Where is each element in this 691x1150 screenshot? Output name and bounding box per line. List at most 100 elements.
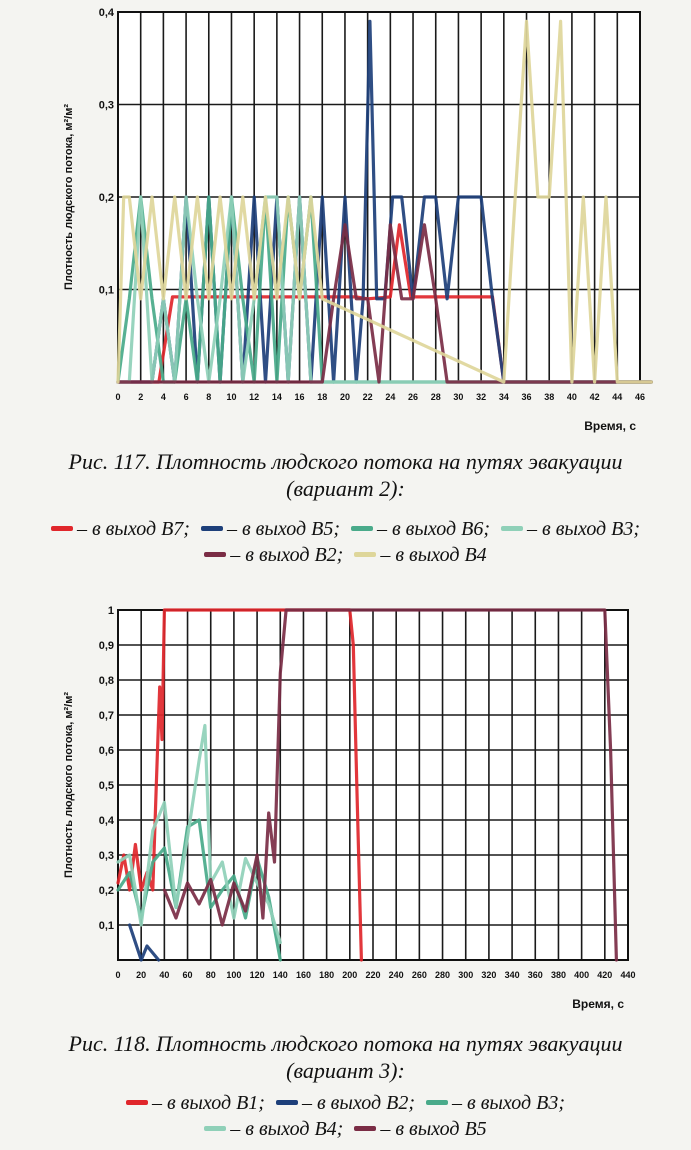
legend-swatch [125,1099,148,1105]
y-tick-label: 0,9 [99,640,114,652]
legend-swatch [204,551,227,557]
chart-density-variant-2: 0 2 4 6 8 10 12 14 16 18 20 22 24 26 28 30 32 34 36 38 40 42 4… [63,7,653,433]
x-tick-label: 24 [385,392,395,402]
series-line [128,923,161,962]
x-tick-label: 60 [183,970,193,980]
legend-label: – в выход В5 [380,1118,487,1140]
caption-117-line1: Рис. 117. Плотность людского потока на п… [68,449,623,474]
y-tick-label: 0,4 [99,7,115,19]
x-tick-label: 300 [458,970,473,980]
x-tick-label: 10 [226,392,236,402]
x-tick-label: 120 [250,970,265,980]
x-tick-label: 40 [159,970,169,980]
y-tick-label: 1 [108,605,114,617]
y-tick-label: 0,3 [99,850,114,862]
x-tick-label: 14 [272,392,282,402]
legend-label: – в выход В1; [151,1092,265,1114]
x-tick-label: 20 [136,970,146,980]
figure-caption-118: Рис. 118. Плотность людского потока на п… [0,1030,691,1084]
x-tick-label: 160 [296,970,311,980]
legend-label: – в выход В6; [377,518,491,540]
x-tick-label: 42 [590,392,600,402]
x-tick-label: 200 [342,970,357,980]
x-tick-label: 420 [597,970,612,980]
x-tick-label: 30 [453,392,463,402]
x-tick-label: 320 [481,970,496,980]
x-tick-label: 340 [505,970,520,980]
x-tick-label: 140 [273,970,288,980]
legend-swatch [204,1125,227,1131]
legend-swatch [426,1099,449,1105]
x-tick-label: 380 [551,970,566,980]
legend-swatch [501,525,524,531]
legend-item-v7: – в выход В7; [50,516,190,542]
y-tick-label: 0,4 [99,815,115,827]
y-tick-label: 0,2 [99,885,114,897]
x-tick-label: 8 [206,392,211,402]
legend-swatch [200,525,223,531]
y-tick-label: 0,1 [99,920,114,932]
legend-item-v3: – в выход В3; [426,1090,565,1116]
x-tick-label: 220 [365,970,380,980]
y-tick-label: 0,6 [99,745,114,757]
x-tick-label: 38 [544,392,554,402]
legend-line: – в выход В4; – в выход В5 [0,1116,691,1142]
x-tick-label: 360 [528,970,543,980]
y-tick-label: 0,5 [99,780,114,792]
y-tick-label: 0,3 [99,100,114,112]
x-tick-label: 0 [115,970,120,980]
caption-117-line2: (вариант 2): [286,476,405,501]
caption-118-line2: (вариант 3): [286,1058,405,1083]
x-tick-label: 2 [138,392,143,402]
legend-line: – в выход В7; – в выход В5; – в выход В6… [0,516,691,542]
legend-item-v5: – в выход В5; [200,516,340,542]
x-tick-label: 6 [184,392,189,402]
legend-label: – в выход В4 [380,544,487,566]
legend-label: – в выход В5; [226,518,340,540]
legend-item-v1: – в выход В1; [125,1090,265,1116]
legend-item-v2: – в выход В2; [275,1090,416,1116]
x-tick-label: 240 [389,970,404,980]
x-tick-label: 26 [408,392,418,402]
legend-item-v4: – в выход В4 [354,542,487,568]
x-tick-label: 180 [319,970,334,980]
legend-label: – в выход В4; [230,1118,344,1140]
legend-variant-2: – в выход В7; – в выход В5; – в выход В6… [0,516,691,568]
x-tick-label: 34 [499,392,509,402]
legend-item-v3: – в выход В3; [501,516,640,542]
series-line [116,223,653,384]
x-tick-label: 80 [206,970,216,980]
legend-item-v6: – в выход В6; [351,516,490,542]
legend-swatch [354,551,377,557]
x-tick-label: 44 [612,392,622,402]
caption-118-line1: Рис. 118. Плотность людского потока на п… [68,1031,623,1056]
series-line [116,19,653,384]
legend-label: – в выход В2; [301,1092,416,1114]
x-tick-label: 4 [161,392,166,402]
x-axis-label: Время, с [572,997,624,1011]
legend-variant-3: – в выход В1; – в выход В2; – в выход В3… [0,1090,691,1142]
x-tick-label: 20 [340,392,350,402]
legend-line: – в выход В2; – в выход В4 [0,542,691,568]
legend-swatch [50,525,73,531]
legend-swatch [275,1099,298,1105]
legend-label: – в выход В2; [230,544,344,566]
y-tick-label: 0,7 [99,710,114,722]
legend-label: – в выход В3; [452,1092,566,1114]
x-tick-label: 100 [226,970,241,980]
x-tick-label: 28 [431,392,441,402]
x-tick-label: 40 [567,392,577,402]
x-tick-label: 46 [635,392,645,402]
figure-caption-117: Рис. 117. Плотность людского потока на п… [0,448,691,502]
x-tick-label: 0 [115,392,120,402]
series-line [162,608,618,962]
x-tick-label: 260 [412,970,427,980]
legend-item-v2: – в выход В2; [204,542,343,568]
x-axis-label: Время, с [584,419,636,433]
legend-label: – в выход В3; [527,518,641,540]
x-tick-label: 400 [574,970,589,980]
x-tick-label: 22 [363,392,373,402]
x-tick-label: 36 [522,392,532,402]
x-tick-label: 32 [476,392,486,402]
